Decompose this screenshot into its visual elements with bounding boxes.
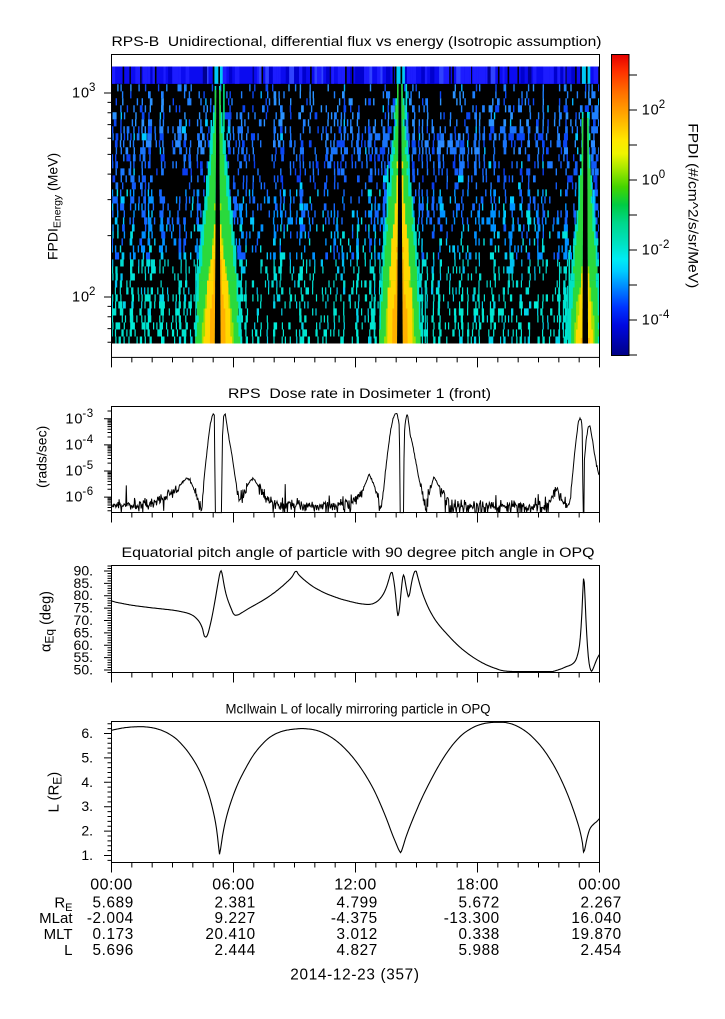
svg-text:2.454: 2.454 bbox=[581, 942, 622, 959]
svg-text:10: 10 bbox=[642, 243, 660, 259]
svg-text:5.: 5. bbox=[81, 749, 93, 765]
svg-text:-3: -3 bbox=[82, 408, 93, 420]
svg-text:00:00: 00:00 bbox=[578, 876, 621, 893]
svg-text:20.410: 20.410 bbox=[205, 926, 255, 943]
svg-text:FPDI (#/cm^2/s/sr/MeV): FPDI (#/cm^2/s/sr/MeV) bbox=[686, 123, 702, 288]
svg-text:1.: 1. bbox=[81, 847, 93, 863]
svg-text:-6: -6 bbox=[82, 486, 93, 498]
svg-text:RPS Dose rate in Dosimeter 1: RPS Dose rate in Dosimeter 1 (front) bbox=[228, 386, 491, 401]
svg-text:-4: -4 bbox=[659, 309, 670, 321]
svg-text:19.870: 19.870 bbox=[571, 926, 621, 943]
svg-text:2014-12-23 (357): 2014-12-23 (357) bbox=[290, 967, 419, 984]
svg-text:10: 10 bbox=[65, 437, 83, 453]
svg-text:16.040: 16.040 bbox=[571, 910, 621, 927]
svg-text:L (RE): L (RE) bbox=[46, 772, 65, 813]
svg-text:FPDIEnergy (MeV): FPDIEnergy (MeV) bbox=[45, 153, 64, 260]
svg-text:3.012: 3.012 bbox=[337, 926, 378, 943]
svg-text:-4.375: -4.375 bbox=[331, 910, 378, 927]
svg-text:12:00: 12:00 bbox=[334, 876, 377, 893]
svg-text:4.799: 4.799 bbox=[337, 894, 378, 911]
svg-text:10: 10 bbox=[642, 313, 660, 329]
svg-text:2.: 2. bbox=[81, 823, 93, 839]
svg-text:4.827: 4.827 bbox=[337, 942, 378, 959]
svg-text:9.227: 9.227 bbox=[215, 910, 256, 927]
svg-text:αEq (deg): αEq (deg) bbox=[39, 591, 57, 652]
svg-text:80.: 80. bbox=[74, 587, 93, 603]
svg-text:-5: -5 bbox=[82, 460, 93, 472]
svg-text:RPS-B Unidirectional, differe: RPS-B Unidirectional, differential flux … bbox=[112, 34, 602, 49]
svg-text:McIlwain L of locally mirrorin: McIlwain L of locally mirroring particle… bbox=[226, 702, 491, 717]
svg-text:10: 10 bbox=[72, 86, 90, 102]
svg-text:0.338: 0.338 bbox=[459, 926, 500, 943]
svg-text:60.: 60. bbox=[74, 637, 93, 653]
svg-text:-2: -2 bbox=[659, 239, 670, 251]
svg-text:MLat: MLat bbox=[39, 910, 73, 927]
svg-text:75.: 75. bbox=[74, 600, 93, 616]
svg-text:00:00: 00:00 bbox=[90, 876, 133, 893]
svg-text:5.988: 5.988 bbox=[459, 942, 500, 959]
svg-text:(rads/sec): (rads/sec) bbox=[34, 426, 50, 488]
svg-text:10: 10 bbox=[65, 464, 83, 480]
svg-text:-2.004: -2.004 bbox=[87, 910, 134, 927]
svg-text:2: 2 bbox=[659, 99, 666, 111]
svg-text:2.267: 2.267 bbox=[581, 894, 622, 911]
svg-text:-13.300: -13.300 bbox=[444, 910, 500, 927]
svg-text:10: 10 bbox=[72, 290, 90, 306]
svg-text:0.173: 0.173 bbox=[93, 926, 134, 943]
svg-text:10: 10 bbox=[65, 490, 83, 506]
svg-text:2.444: 2.444 bbox=[215, 942, 256, 959]
svg-text:3: 3 bbox=[89, 82, 96, 94]
svg-text:85.: 85. bbox=[74, 575, 93, 591]
svg-text:10: 10 bbox=[65, 411, 83, 427]
svg-text:70.: 70. bbox=[74, 612, 93, 628]
svg-text:4.: 4. bbox=[81, 774, 93, 790]
svg-text:2.381: 2.381 bbox=[215, 894, 256, 911]
svg-text:55.: 55. bbox=[74, 649, 93, 665]
svg-text:06:00: 06:00 bbox=[212, 876, 255, 893]
svg-text:10: 10 bbox=[642, 103, 660, 119]
svg-text:6.: 6. bbox=[81, 725, 93, 741]
svg-text:5.696: 5.696 bbox=[93, 942, 134, 959]
svg-text:0: 0 bbox=[659, 169, 666, 181]
svg-text:3.: 3. bbox=[81, 798, 93, 814]
svg-text:90.: 90. bbox=[74, 563, 93, 579]
svg-text:18:00: 18:00 bbox=[456, 876, 499, 893]
svg-text:5.689: 5.689 bbox=[93, 894, 134, 911]
svg-text:50.: 50. bbox=[74, 662, 93, 678]
svg-text:5.672: 5.672 bbox=[459, 894, 500, 911]
svg-text:-4: -4 bbox=[82, 434, 93, 446]
svg-text:L: L bbox=[64, 942, 72, 959]
svg-text:Equatorial pitch angle of part: Equatorial pitch angle of particle with … bbox=[122, 545, 595, 560]
svg-text:2: 2 bbox=[89, 286, 96, 298]
svg-text:65.: 65. bbox=[74, 624, 93, 640]
svg-text:MLT: MLT bbox=[44, 926, 73, 943]
svg-text:10: 10 bbox=[642, 173, 660, 189]
